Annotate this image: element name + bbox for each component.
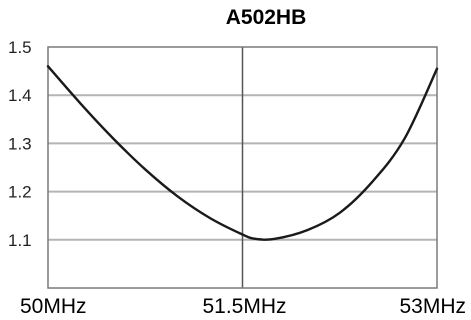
curve-layer [46, 65, 439, 241]
swr-curve [46, 65, 439, 241]
x-tick-label: 51.5MHz [202, 295, 286, 318]
x-tick-label: 53MHz [399, 295, 466, 318]
y-tick-label: 1.3 [8, 134, 32, 153]
grid-lines [48, 47, 437, 288]
y-tick-label: 1.1 [8, 231, 32, 250]
plot-border [47, 46, 438, 289]
tick-labels: 1.5 1.4 1.3 1.2 1.1 50MHz 51.5MHz 53MHz [8, 38, 466, 318]
y-tick-label: 1.2 [8, 183, 32, 202]
y-tick-label: 1.5 [8, 38, 32, 57]
chart-title: A502HB [226, 6, 307, 29]
plot-frame [47, 46, 438, 289]
y-tick-label: 1.4 [8, 86, 32, 105]
x-tick-label: 50MHz [20, 295, 87, 318]
